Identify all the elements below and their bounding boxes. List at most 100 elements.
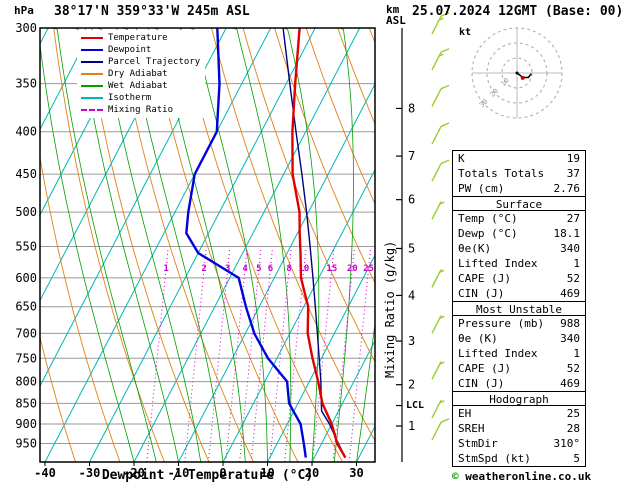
axis-tick-label: 0 <box>219 466 226 480</box>
lcl-marker-label: LCL <box>406 399 425 411</box>
table-row: SREH 28 <box>453 421 585 436</box>
parcel-curve <box>282 28 347 458</box>
table-row-value: 340 <box>560 332 580 345</box>
table-section-header: Most Unstable <box>453 301 585 316</box>
table-row-value: 2.76 <box>553 182 581 195</box>
table-row-value: 988 <box>560 317 580 330</box>
mixing-ratio-labels: 1 2 3 4 5 6 8 10 15 20 25 <box>163 264 374 274</box>
table-row-label: Lifted Index <box>458 347 538 360</box>
table-row-label: Totals Totals <box>458 167 545 180</box>
legend-item: Mixing Ratio <box>81 104 200 116</box>
axis-tick-label: 900 <box>15 417 37 431</box>
section-title: Hodograph <box>489 393 549 406</box>
axis-tick-label: 450 <box>15 167 37 181</box>
table-row-label: CAPE (J) <box>458 272 511 285</box>
legend-item-label: Dry Adiabat <box>108 69 168 79</box>
station-title: 38°17'N 359°33'W 245m ASL <box>54 4 250 19</box>
legend-item: Dry Adiabat <box>81 68 200 80</box>
legend-line-swatch <box>81 97 103 99</box>
axis-tick-label: 800 <box>15 375 37 389</box>
table-row: K 19 <box>453 151 585 166</box>
mixing-ratio-axis-label: Mixing Ratio (g/kg) <box>383 240 397 378</box>
axis-tick-label: 6 <box>268 264 273 274</box>
table-row-label: Lifted Index <box>458 257 538 270</box>
copyright: © weatheronline.co.uk <box>452 470 591 483</box>
axis-tick-label: 20 <box>347 264 358 274</box>
hodograph-origin-dot <box>515 71 519 75</box>
table-section-header: Surface <box>453 196 585 211</box>
sounding-curves <box>185 28 347 459</box>
axis-tick-label: 20 <box>305 466 319 480</box>
axis-tick-label: 8 <box>286 264 291 274</box>
copyright-text: weatheronline.co.uk <box>458 470 592 483</box>
table-row: Pressure (mb) 988 <box>453 316 585 331</box>
table-row-value: 52 <box>566 362 580 375</box>
axis-tick-label: 400 <box>15 125 37 139</box>
axis-tick-label: 2 <box>408 378 415 392</box>
table-row: Lifted Index 1 <box>453 346 585 361</box>
table-row-label: StmDir <box>458 437 498 450</box>
axis-tick-label: -40 <box>34 466 56 480</box>
pressure-axis-unit: hPa <box>14 4 34 17</box>
wind-barb <box>431 269 445 288</box>
table-row-value: 19 <box>566 152 580 165</box>
table-row: Dewp (°C) 18.1 <box>453 226 585 241</box>
table-row-label: Pressure (mb) <box>458 317 545 330</box>
axis-tick-label: 550 <box>15 239 37 253</box>
wind-barb <box>431 361 445 380</box>
altitude-axis-unit-asl: ASL <box>386 14 406 27</box>
table-row: PW (cm) 2.76 <box>453 181 585 196</box>
legend-item-label: Dewpoint <box>108 45 152 55</box>
legend-line-swatch <box>81 73 103 75</box>
table-section-header: Hodograph <box>453 391 585 406</box>
axis-tick-label: 30 <box>478 98 490 110</box>
legend-line-swatch <box>81 85 103 87</box>
legend-line-swatch <box>81 61 103 63</box>
axis-tick-label: 8 <box>408 101 415 115</box>
hodograph-ring <box>471 27 563 119</box>
table-row: Totals Totals 37 <box>453 166 585 181</box>
legend-item: Parcel Trajectory <box>81 56 200 68</box>
axis-tick-label: -20 <box>123 466 145 480</box>
temperature-curve <box>291 28 347 459</box>
altitude-axis-unit-km: km <box>386 3 400 16</box>
axis-tick-label: 350 <box>15 77 37 91</box>
axis-tick-label: 10 <box>299 264 310 274</box>
table-row-label: CAPE (J) <box>458 362 511 375</box>
wind-barb <box>431 48 450 71</box>
table-row-value: 37 <box>566 167 580 180</box>
storm-motion-dot <box>520 75 525 80</box>
wind-barb <box>431 159 450 182</box>
table-row-label: θe (K) <box>458 332 498 345</box>
table-row: Temp (°C) 27 <box>453 211 585 226</box>
table-row: StmDir 310° <box>453 436 585 451</box>
legend-line-swatch <box>81 49 103 51</box>
legend-item-label: Mixing Ratio <box>108 105 174 115</box>
axis-tick-label: 10 <box>260 466 274 480</box>
table-row-value: 28 <box>566 422 580 435</box>
axis-tick-label: 2 <box>201 264 206 274</box>
table-row-value: 1 <box>573 257 580 270</box>
section-title: Surface <box>495 198 543 211</box>
wind-barb <box>431 12 450 35</box>
legend-item-label: Temperature <box>108 33 168 43</box>
indices-table: K 19 Totals Totals 37 PW (cm) 2.76 Surface Temp… <box>452 150 586 467</box>
legend-item: Dewpoint <box>81 44 200 56</box>
axis-tick-label: 6 <box>408 193 415 207</box>
table-row: CIN (J) 469 <box>453 376 585 391</box>
table-row-label: StmSpd (kt) <box>458 452 531 465</box>
copyright-symbol: © <box>452 470 459 483</box>
axis-tick-label: 600 <box>15 271 37 285</box>
hodograph-unit-label: kt <box>459 27 472 38</box>
table-row-label: EH <box>458 407 472 420</box>
axis-tick-label: 4 <box>242 264 248 274</box>
legend-item-label: Parcel Trajectory <box>108 57 201 67</box>
axis-tick-label: 700 <box>15 326 37 340</box>
wind-barb <box>431 122 450 145</box>
table-row-value: 25 <box>566 407 580 420</box>
axis-tick-label: 300 <box>15 21 37 35</box>
table-row-label: Temp (°C) <box>458 212 518 225</box>
table-row-label: θe(K) <box>458 242 492 255</box>
table-row: StmSpd (kt) 5 <box>453 451 585 466</box>
table-row-value: 469 <box>560 377 580 390</box>
